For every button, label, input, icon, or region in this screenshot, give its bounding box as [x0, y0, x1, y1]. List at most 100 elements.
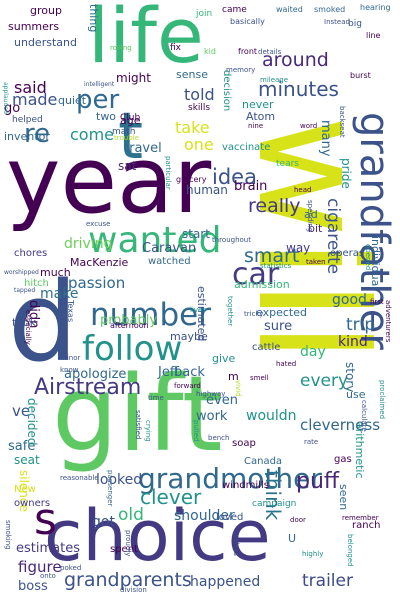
word-good: good [332, 292, 367, 308]
word-seat: seat [14, 453, 40, 467]
word-tears: tears [276, 159, 299, 169]
word-excuse: excuse [86, 220, 110, 228]
word-brain: brain [234, 179, 267, 194]
word-sense: sense [176, 68, 208, 81]
word-summers: summers [8, 20, 59, 33]
word-kind: kind [338, 334, 368, 350]
word-Caravan: Caravan [142, 241, 196, 256]
word-silence: silence [17, 470, 31, 512]
word-onto: onto [40, 572, 56, 580]
word-useless: useless [232, 530, 240, 556]
word-even: even [206, 393, 238, 408]
word-together: together [226, 296, 234, 326]
word-maybe: maybe [170, 330, 208, 343]
word-every: every [300, 371, 348, 391]
word-minor: minor [60, 354, 80, 362]
word-proudly: proudly [124, 530, 132, 556]
word-think: think [261, 470, 285, 521]
word-operas: operas [330, 248, 364, 259]
word-grandfather: grandfather [351, 112, 397, 350]
word-m: m [228, 370, 239, 383]
word-quiet: quiet [58, 94, 87, 107]
word-two: two [96, 110, 116, 123]
word-statistics: statistics [260, 262, 292, 270]
word-idea: idea [212, 165, 257, 189]
word-hitch: hitch [24, 278, 49, 289]
word-burst: burst [350, 71, 371, 80]
word-passenger: passenger [106, 470, 114, 507]
word-Atom: Atom [246, 110, 275, 123]
word-grocery: grocery [176, 175, 207, 184]
word-back: back [174, 365, 205, 380]
word-New: New [14, 484, 36, 495]
word-Club: Club [120, 113, 140, 123]
word-make: make [40, 286, 78, 302]
word-decided: decided [25, 398, 39, 446]
word-front: front [238, 47, 257, 56]
word-group: group [30, 4, 62, 17]
word-give: give [212, 352, 236, 365]
word-MacKenzie: MacKenzie [70, 256, 129, 269]
word-said: said [14, 78, 47, 97]
word-calculate: calculate [360, 400, 368, 432]
word-basically: basically [230, 17, 265, 26]
word-chores: chores [14, 248, 47, 259]
word-door: door [290, 516, 306, 524]
word-old: old [118, 505, 144, 525]
word-t: t [118, 100, 143, 174]
word-go: go [4, 101, 20, 116]
word-work: work [196, 409, 228, 424]
word-afternoon: afternoon [110, 321, 149, 330]
word-throughout: throughout [212, 236, 251, 244]
word-trouble: trouble [114, 134, 139, 142]
word-skills: skills [188, 103, 210, 113]
word-taken: taken [306, 258, 326, 266]
word-hearing: hearing [360, 3, 391, 12]
word-poked: poked [60, 564, 81, 572]
word-rolling: rolling [110, 44, 132, 52]
word-looked: looked [96, 472, 142, 488]
word-take: take [175, 118, 210, 137]
word-pulled: pulled [192, 420, 200, 442]
word-word: word [300, 122, 317, 130]
word-spending: spending [306, 200, 314, 232]
word-highly: highly [302, 550, 323, 558]
word-happened: happened [190, 574, 260, 590]
word-understand: understand [14, 36, 77, 49]
word-applauded: applauded [2, 82, 9, 114]
word-spent: spent [110, 544, 138, 555]
word-opened: opened [364, 244, 372, 270]
word-minutes: minutes [258, 77, 339, 101]
word-inventor: inventor [4, 130, 50, 143]
word-grandparents: grandparents [64, 569, 192, 591]
word-windmills: windmills [222, 480, 269, 491]
word-first: first [370, 298, 384, 306]
word-hated: hated [276, 360, 296, 368]
word-story: story [343, 362, 357, 392]
word-wanted: wanted [88, 220, 221, 261]
word-time: time [148, 394, 164, 402]
word-trailer: trailer [302, 571, 353, 591]
word-satisfied: satisfied [134, 410, 142, 439]
word-around: around [262, 49, 329, 71]
word-come: come [70, 125, 114, 144]
word-age: age [120, 114, 141, 127]
word-admission: admission [234, 278, 290, 291]
word-soap: soap [232, 438, 256, 449]
word-cleverness: cleverness [300, 416, 380, 434]
word-vaccinate: vaccinate [222, 142, 270, 153]
word-remember: remember [342, 514, 379, 522]
word-way: way [286, 241, 310, 255]
word-apologize: apologize [64, 367, 126, 382]
word-car: car [232, 257, 280, 292]
word-told: told [184, 85, 215, 104]
word-grandmother: grandmother [138, 462, 322, 495]
word-really: really [248, 195, 301, 217]
word-driving: driving [64, 236, 112, 252]
word-probably: probably [100, 313, 157, 328]
word-Canada: Canada [244, 456, 282, 467]
word-owners: owners [14, 498, 50, 509]
word-cigarette: cigarette [323, 198, 343, 274]
